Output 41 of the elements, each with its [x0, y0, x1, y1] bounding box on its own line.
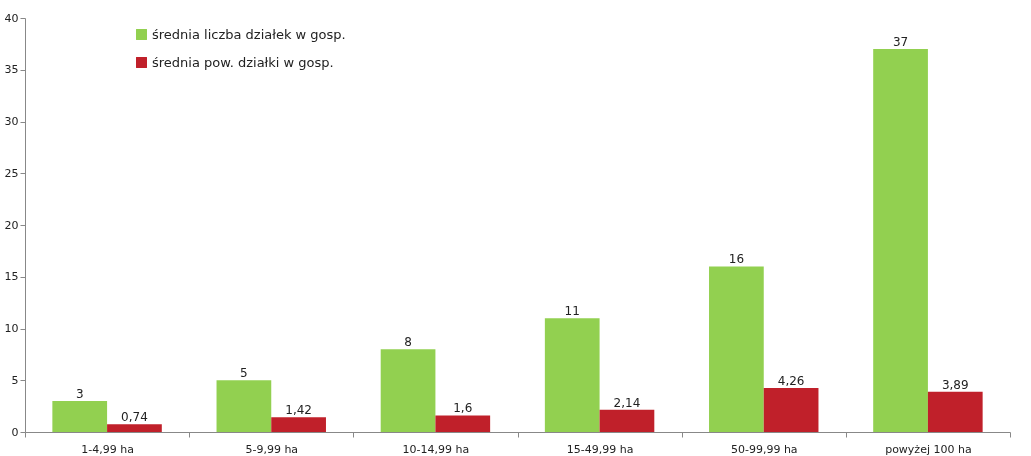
bar [873, 49, 928, 432]
bar [435, 415, 491, 432]
legend-label: średnia liczba działek w gosp. [152, 26, 346, 42]
bar [271, 417, 326, 432]
bar [927, 391, 983, 432]
data-label: 1,6 [453, 401, 473, 416]
data-label: 2,14 [613, 395, 641, 410]
bar [709, 266, 764, 432]
data-label: 0,74 [121, 410, 148, 425]
data-label: 16 [728, 252, 745, 267]
y-tick-label: 30 [4, 115, 19, 128]
bar [380, 349, 436, 432]
bar [544, 318, 600, 432]
y-tick-label: 5 [11, 373, 19, 387]
data-label: 11 [564, 304, 580, 319]
y-tick-label: 15 [4, 270, 19, 284]
bar [52, 400, 108, 432]
legend-label: średnia pow. działki w gosp. [152, 54, 334, 70]
x-tick-label: powyżej 100 ha [885, 442, 972, 456]
bar [763, 387, 819, 432]
x-tick-label: 1-4,99 ha [81, 442, 134, 456]
bar [216, 380, 272, 432]
data-label: 8 [404, 335, 412, 350]
y-tick-label: 35 [4, 63, 19, 77]
data-label: 37 [892, 35, 909, 50]
y-tick-label: 20 [4, 218, 19, 232]
data-label: 3 [75, 386, 84, 401]
y-tick-label: 25 [4, 166, 19, 180]
y-tick-label: 10 [4, 322, 19, 335]
data-label: 1,42 [285, 403, 312, 418]
x-tick-label: 15-49,99 ha [566, 442, 634, 456]
bar [599, 409, 655, 432]
y-tick-label: 0 [11, 425, 19, 439]
y-tick-label: 40 [4, 11, 19, 25]
x-tick-label: 10-14,99 ha [402, 442, 470, 456]
data-label: 5 [240, 366, 248, 381]
bar [107, 424, 162, 432]
x-tick-label: 5-9,99 ha [245, 442, 299, 456]
data-label: 3,89 [941, 377, 969, 392]
data-label: 4,26 [777, 373, 805, 388]
x-tick-label: 50-99,99 ha [730, 442, 798, 456]
